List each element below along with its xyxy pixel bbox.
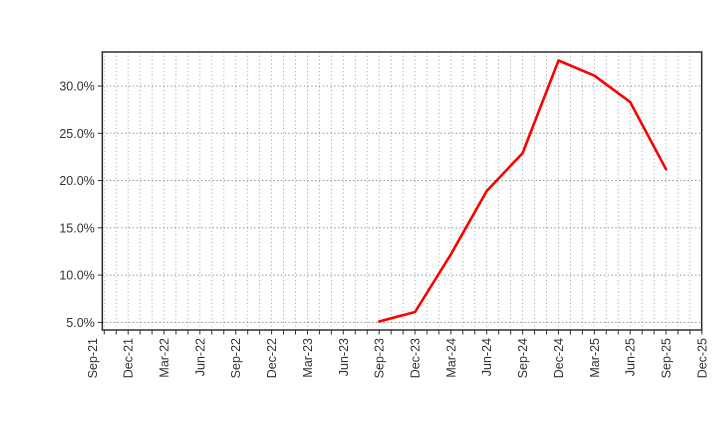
x-tick-label: Dec-25	[695, 338, 709, 378]
y-tick-label: 5.0%	[66, 316, 95, 330]
x-tick-label: Sep-24	[516, 338, 530, 378]
x-tick-label: Dec-24	[552, 338, 566, 378]
x-tick-label: Mar-23	[301, 338, 315, 378]
x-tick-label: Jun-24	[480, 338, 494, 376]
y-tick-label: 25.0%	[59, 127, 94, 141]
gridlines-horizontal	[102, 85, 702, 323]
trend-line	[377, 59, 668, 323]
y-tick-label: 30.0%	[59, 80, 94, 94]
x-tick-labels: Sep-21 Dec-21 Mar-22 Jun-22 Sep-22 Dec-22 Mar-…	[86, 338, 710, 378]
y-tick-label: 20.0%	[59, 174, 94, 188]
x-tick-label: Dec-23	[409, 338, 423, 378]
axis-ticks	[97, 85, 703, 335]
x-tick-label: Jun-23	[337, 338, 351, 376]
gridlines-vertical	[103, 52, 691, 330]
x-tick-label: Mar-22	[158, 338, 172, 378]
plot-area	[102, 52, 702, 330]
x-tick-label: Mar-24	[444, 338, 458, 378]
x-tick-label: Sep-22	[229, 338, 243, 378]
x-tick-label: Jun-22	[193, 338, 207, 376]
x-tick-label: Jun-25	[624, 338, 638, 376]
x-tick-label: Sep-21	[86, 338, 100, 378]
y-tick-label: 15.0%	[59, 221, 94, 235]
plot-frame	[101, 51, 703, 331]
x-tick-label: Dec-22	[265, 338, 279, 378]
y-tick-label: 10.0%	[59, 269, 94, 283]
x-tick-label: Sep-23	[373, 338, 387, 378]
x-tick-label: Sep-25	[660, 338, 674, 378]
y-tick-labels: 5.0% 10.0% 15.0% 20.0% 25.0% 30.0%	[59, 80, 94, 330]
x-tick-label: Mar-25	[588, 338, 602, 378]
x-tick-label: Dec-21	[122, 338, 136, 378]
